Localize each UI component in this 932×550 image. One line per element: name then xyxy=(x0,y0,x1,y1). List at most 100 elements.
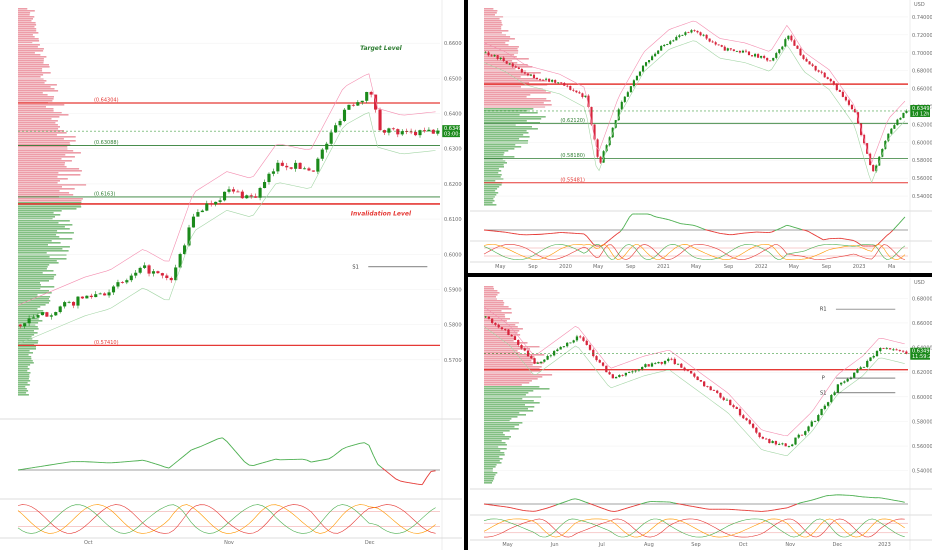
oscillator-segment xyxy=(575,498,579,500)
candle-body xyxy=(663,44,666,47)
candle-body xyxy=(267,173,271,183)
candle-body xyxy=(529,74,532,76)
volume-profile-bar xyxy=(18,352,33,354)
candle-body xyxy=(342,109,347,121)
candles xyxy=(484,29,908,173)
volume-profile-bar xyxy=(18,118,52,120)
oscillator-segment xyxy=(413,483,418,485)
oscillator-segment xyxy=(186,449,192,454)
oscillator-1 xyxy=(483,213,908,247)
volume-profile-bar xyxy=(18,12,31,14)
volume-profile-bar xyxy=(18,108,54,110)
volume-profile-bar xyxy=(18,188,75,190)
candle-body xyxy=(517,67,520,69)
volume-profile-bar xyxy=(18,362,34,364)
candle-body xyxy=(790,35,793,41)
candle-body xyxy=(526,350,530,357)
volume-profile-bar xyxy=(18,72,51,74)
candle-body xyxy=(523,348,526,351)
panel-divider-vertical[interactable] xyxy=(464,0,468,550)
oscillator-segment xyxy=(604,240,609,244)
candle-body xyxy=(829,78,832,82)
volume-profile-bar xyxy=(484,14,495,16)
candle-body xyxy=(878,156,881,166)
volume-profile-bar xyxy=(18,98,54,100)
oscillator-segment xyxy=(704,229,709,231)
volume-profile-bar xyxy=(18,354,29,356)
chart-annotation: S1 xyxy=(352,264,358,270)
oscillator-segment xyxy=(880,238,885,242)
volume-profile-bar xyxy=(18,274,57,276)
volume-profile-bar xyxy=(18,240,52,242)
volume-profile-bar xyxy=(484,302,505,304)
candles xyxy=(484,316,908,448)
oscillator-segment xyxy=(676,502,680,505)
chart-bottom-right-svg[interactable]: 0.680000.660000.640000.620000.600000.580… xyxy=(470,278,932,550)
oscillator-line xyxy=(483,518,905,538)
candle-body xyxy=(36,315,40,318)
candle-body xyxy=(690,30,693,33)
candle-body xyxy=(94,294,98,298)
volume-profile-bar xyxy=(484,480,494,482)
lower-band xyxy=(17,112,436,345)
candle-body xyxy=(147,265,151,274)
volume-profile-bar xyxy=(18,24,37,26)
price-tag-timer: 11:59:22 xyxy=(912,354,932,360)
volume-profile-bar xyxy=(484,112,538,114)
volume-profile-bar xyxy=(18,40,40,42)
volume-profile-bar xyxy=(484,382,530,384)
candle-body xyxy=(431,129,435,134)
chart-panel-top-right[interactable]: 0.740000.720000.700000.680000.660000.640… xyxy=(470,0,932,272)
volume-profile-bar xyxy=(484,316,506,318)
candle-body xyxy=(418,130,422,136)
candle-body xyxy=(826,402,830,406)
volume-profile-bar xyxy=(484,8,494,10)
volume-profile-bar xyxy=(18,256,50,258)
volume-profile-bar xyxy=(484,204,497,206)
volume-profile-bar xyxy=(18,290,49,292)
oscillator-segment xyxy=(146,460,152,464)
oscillator-segment xyxy=(804,229,809,232)
oscillator-segment xyxy=(695,506,700,509)
oscillator-segment xyxy=(248,464,254,466)
candle-body xyxy=(769,60,772,62)
volume-profile-bar xyxy=(18,206,82,208)
candle-body xyxy=(542,79,545,81)
volume-profile-bar xyxy=(484,478,495,480)
upper-band xyxy=(483,306,905,437)
candle-body xyxy=(391,128,395,130)
chart-panel-bottom-right[interactable]: 0.680000.660000.640000.620000.600000.580… xyxy=(470,278,932,550)
oscillator-segment xyxy=(885,498,889,500)
oscillator-segment xyxy=(552,504,556,507)
volume-profile xyxy=(484,8,552,206)
volume-profile-bar xyxy=(18,390,29,392)
volume-profile-bar xyxy=(484,126,532,128)
volume-profile-bar xyxy=(484,200,495,202)
candle-body xyxy=(787,446,791,447)
oscillator-segment xyxy=(142,459,147,462)
oscillator-segment xyxy=(377,464,383,469)
candle-body xyxy=(543,359,546,362)
volume-profile-bar xyxy=(18,26,35,28)
volume-profile-bar xyxy=(484,482,492,484)
oscillator-segment xyxy=(239,456,245,463)
candle-body xyxy=(838,90,841,92)
oscillator-segment xyxy=(841,237,845,240)
volume-profile-bar xyxy=(484,296,496,298)
oscillator-segment xyxy=(619,227,624,232)
candle-body xyxy=(709,386,712,391)
candle-body xyxy=(660,46,663,51)
chart-top-right-svg[interactable]: 0.740000.720000.700000.680000.660000.640… xyxy=(470,0,932,272)
candle-body xyxy=(820,71,823,73)
candle-body xyxy=(436,130,440,134)
volume-profile-bar xyxy=(484,60,513,62)
volume-profile-bar xyxy=(484,430,510,432)
candle-body xyxy=(856,369,859,373)
panel-divider-horizontal[interactable] xyxy=(468,273,932,277)
candle-body xyxy=(560,82,563,84)
oscillator-segment xyxy=(324,458,330,461)
candle-body xyxy=(651,56,654,61)
